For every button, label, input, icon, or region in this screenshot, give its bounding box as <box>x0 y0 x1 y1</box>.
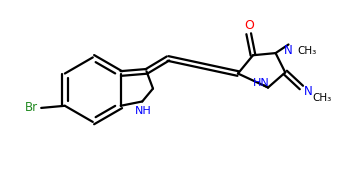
Text: CH₃: CH₃ <box>312 93 331 103</box>
Text: Br: Br <box>25 102 38 114</box>
Text: HN: HN <box>253 78 270 88</box>
Text: N: N <box>284 44 293 57</box>
Text: N: N <box>303 85 312 98</box>
Text: O: O <box>244 19 254 32</box>
Text: NH: NH <box>135 106 152 116</box>
Text: CH₃: CH₃ <box>297 46 316 56</box>
